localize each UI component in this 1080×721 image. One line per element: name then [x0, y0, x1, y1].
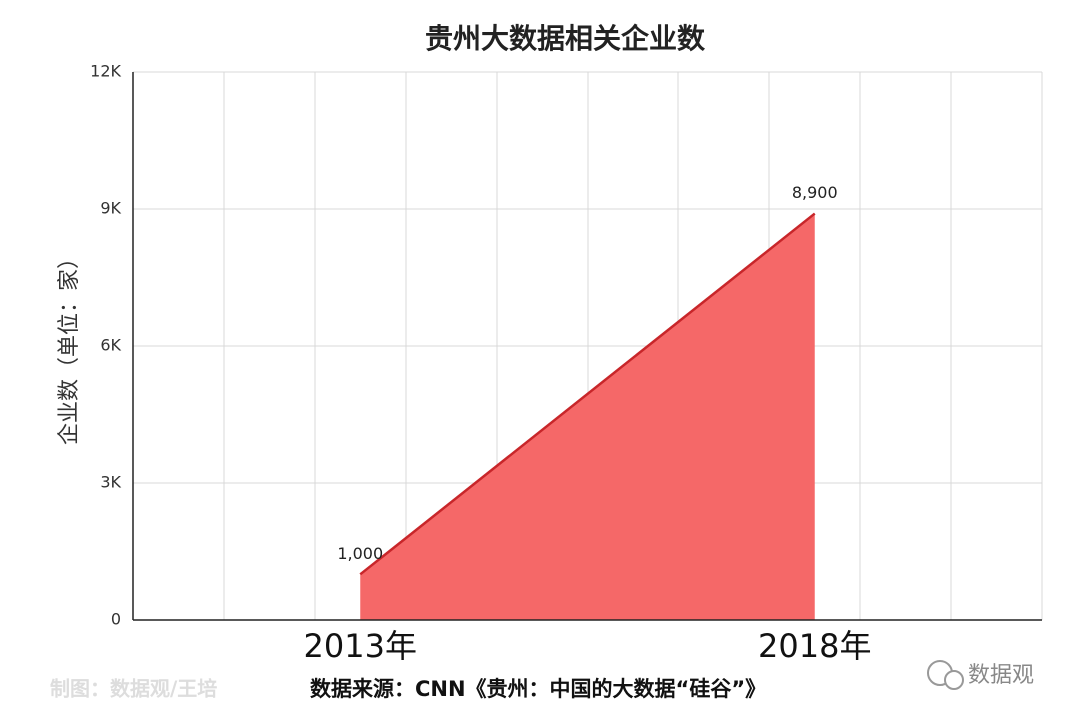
- x-tick-label: 2013年: [304, 627, 417, 665]
- y-tick-label: 6K: [100, 336, 121, 355]
- x-tick-label: 2018年: [758, 627, 871, 665]
- y-tick-label: 0: [111, 610, 121, 629]
- area: [360, 213, 815, 621]
- y-tick-label: 9K: [100, 199, 121, 218]
- watermark: 数据观: [968, 663, 1034, 688]
- y-tick-label: 12K: [90, 62, 121, 81]
- y-tick-label: 3K: [100, 473, 121, 492]
- data-label: 8,900: [792, 183, 838, 202]
- chart-title: 贵州大数据相关企业数: [425, 22, 706, 55]
- y-axis-label: 企业数（单位：家）: [57, 247, 82, 445]
- line: [359, 212, 816, 576]
- watermark-icon: [927, 660, 964, 690]
- source: 数据来源：CNN《贵州：中国的大数据“硅谷”》: [310, 677, 766, 701]
- data-label: 1,000: [337, 544, 383, 563]
- credit: 制图：数据观/王培: [50, 677, 217, 701]
